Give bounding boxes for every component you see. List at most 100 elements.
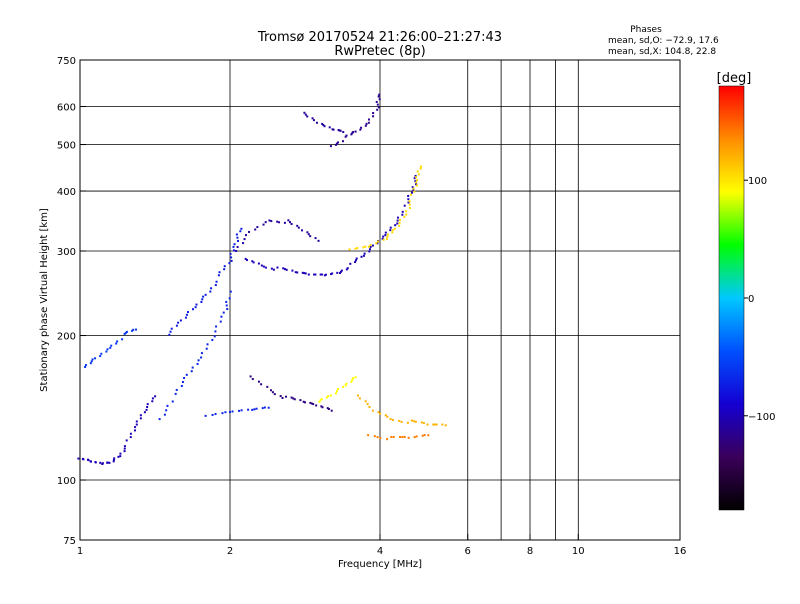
data-point (206, 343, 209, 346)
data-point (260, 264, 263, 267)
data-point (132, 328, 135, 331)
data-point (233, 243, 236, 246)
data-point (313, 273, 316, 276)
data-point (367, 118, 370, 121)
data-point (301, 229, 304, 232)
x-tick-label: 1 (77, 546, 83, 557)
data-point (244, 257, 247, 260)
data-point (154, 395, 157, 398)
data-point (386, 235, 389, 238)
data-point (372, 115, 375, 118)
data-point (94, 461, 97, 464)
data-point (195, 303, 198, 306)
data-point (211, 413, 214, 416)
y-tick-label: 200 (57, 332, 76, 343)
data-point (301, 271, 304, 274)
y-tick-label: 100 (57, 476, 76, 487)
data-point (415, 184, 418, 187)
data-point (349, 262, 352, 265)
data-point (389, 229, 392, 232)
data-point (82, 458, 85, 461)
data-point (204, 293, 207, 296)
data-point (281, 396, 284, 399)
data-point (214, 413, 217, 416)
data-point (200, 356, 203, 359)
data-point (215, 325, 218, 328)
data-point (376, 436, 379, 439)
data-point (253, 408, 256, 411)
data-point (407, 436, 410, 439)
data-point (134, 426, 137, 429)
data-point (235, 233, 238, 236)
data-point (290, 222, 293, 225)
data-point (232, 245, 235, 248)
data-point (115, 342, 118, 345)
data-point (364, 400, 367, 403)
data-point (228, 262, 231, 265)
data-point (306, 115, 309, 118)
data-point (330, 273, 333, 276)
data-point (222, 311, 225, 314)
data-point (360, 255, 363, 258)
data-point (214, 330, 217, 333)
data-point (360, 126, 363, 129)
data-point (211, 338, 214, 341)
data-point (321, 122, 324, 125)
data-point (270, 220, 273, 223)
data-point (420, 165, 423, 168)
data-point (332, 128, 335, 131)
data-point (303, 111, 306, 114)
data-point (382, 238, 385, 241)
scatter-points (77, 93, 447, 465)
chart-title: Tromsø 20170524 21:26:00–21:27:43 (257, 30, 502, 45)
data-point (183, 377, 186, 380)
data-point (408, 203, 411, 206)
data-point (171, 400, 174, 403)
x-tick-label: 6 (465, 546, 471, 557)
data-point (427, 434, 430, 437)
data-point (290, 396, 293, 399)
data-point (389, 418, 392, 421)
data-point (292, 397, 295, 400)
data-point (393, 227, 396, 230)
data-point (419, 167, 422, 170)
data-point (123, 445, 126, 448)
data-point (256, 226, 259, 229)
data-point (215, 280, 218, 283)
data-point (376, 108, 379, 111)
data-point (340, 269, 343, 272)
data-point (191, 366, 194, 369)
data-point (288, 221, 291, 224)
data-point (151, 397, 154, 400)
data-point (378, 93, 381, 96)
y-tick-label: 75 (63, 536, 76, 547)
data-point (304, 113, 307, 116)
data-point (335, 142, 338, 145)
y-tick-label: 400 (57, 187, 76, 198)
data-point (90, 360, 93, 363)
y-tick-label: 600 (57, 103, 76, 114)
data-point (135, 423, 138, 426)
x-tick-label: 4 (377, 546, 383, 557)
data-point (260, 383, 263, 386)
data-point (354, 259, 357, 262)
data-point (217, 274, 220, 277)
data-point (165, 409, 168, 412)
data-point (384, 234, 387, 237)
data-point (89, 362, 92, 365)
data-point (276, 266, 279, 269)
data-point (255, 407, 258, 410)
data-point (400, 420, 403, 423)
data-point (386, 415, 389, 418)
data-point (319, 273, 322, 276)
x-tick-label: 8 (527, 546, 533, 557)
data-point (406, 421, 409, 424)
data-point (190, 370, 193, 373)
data-point (110, 344, 113, 347)
data-point (350, 133, 353, 136)
data-point (396, 216, 399, 219)
data-point (249, 375, 252, 378)
data-point (267, 406, 270, 409)
data-point (296, 271, 299, 274)
data-point (403, 215, 406, 218)
